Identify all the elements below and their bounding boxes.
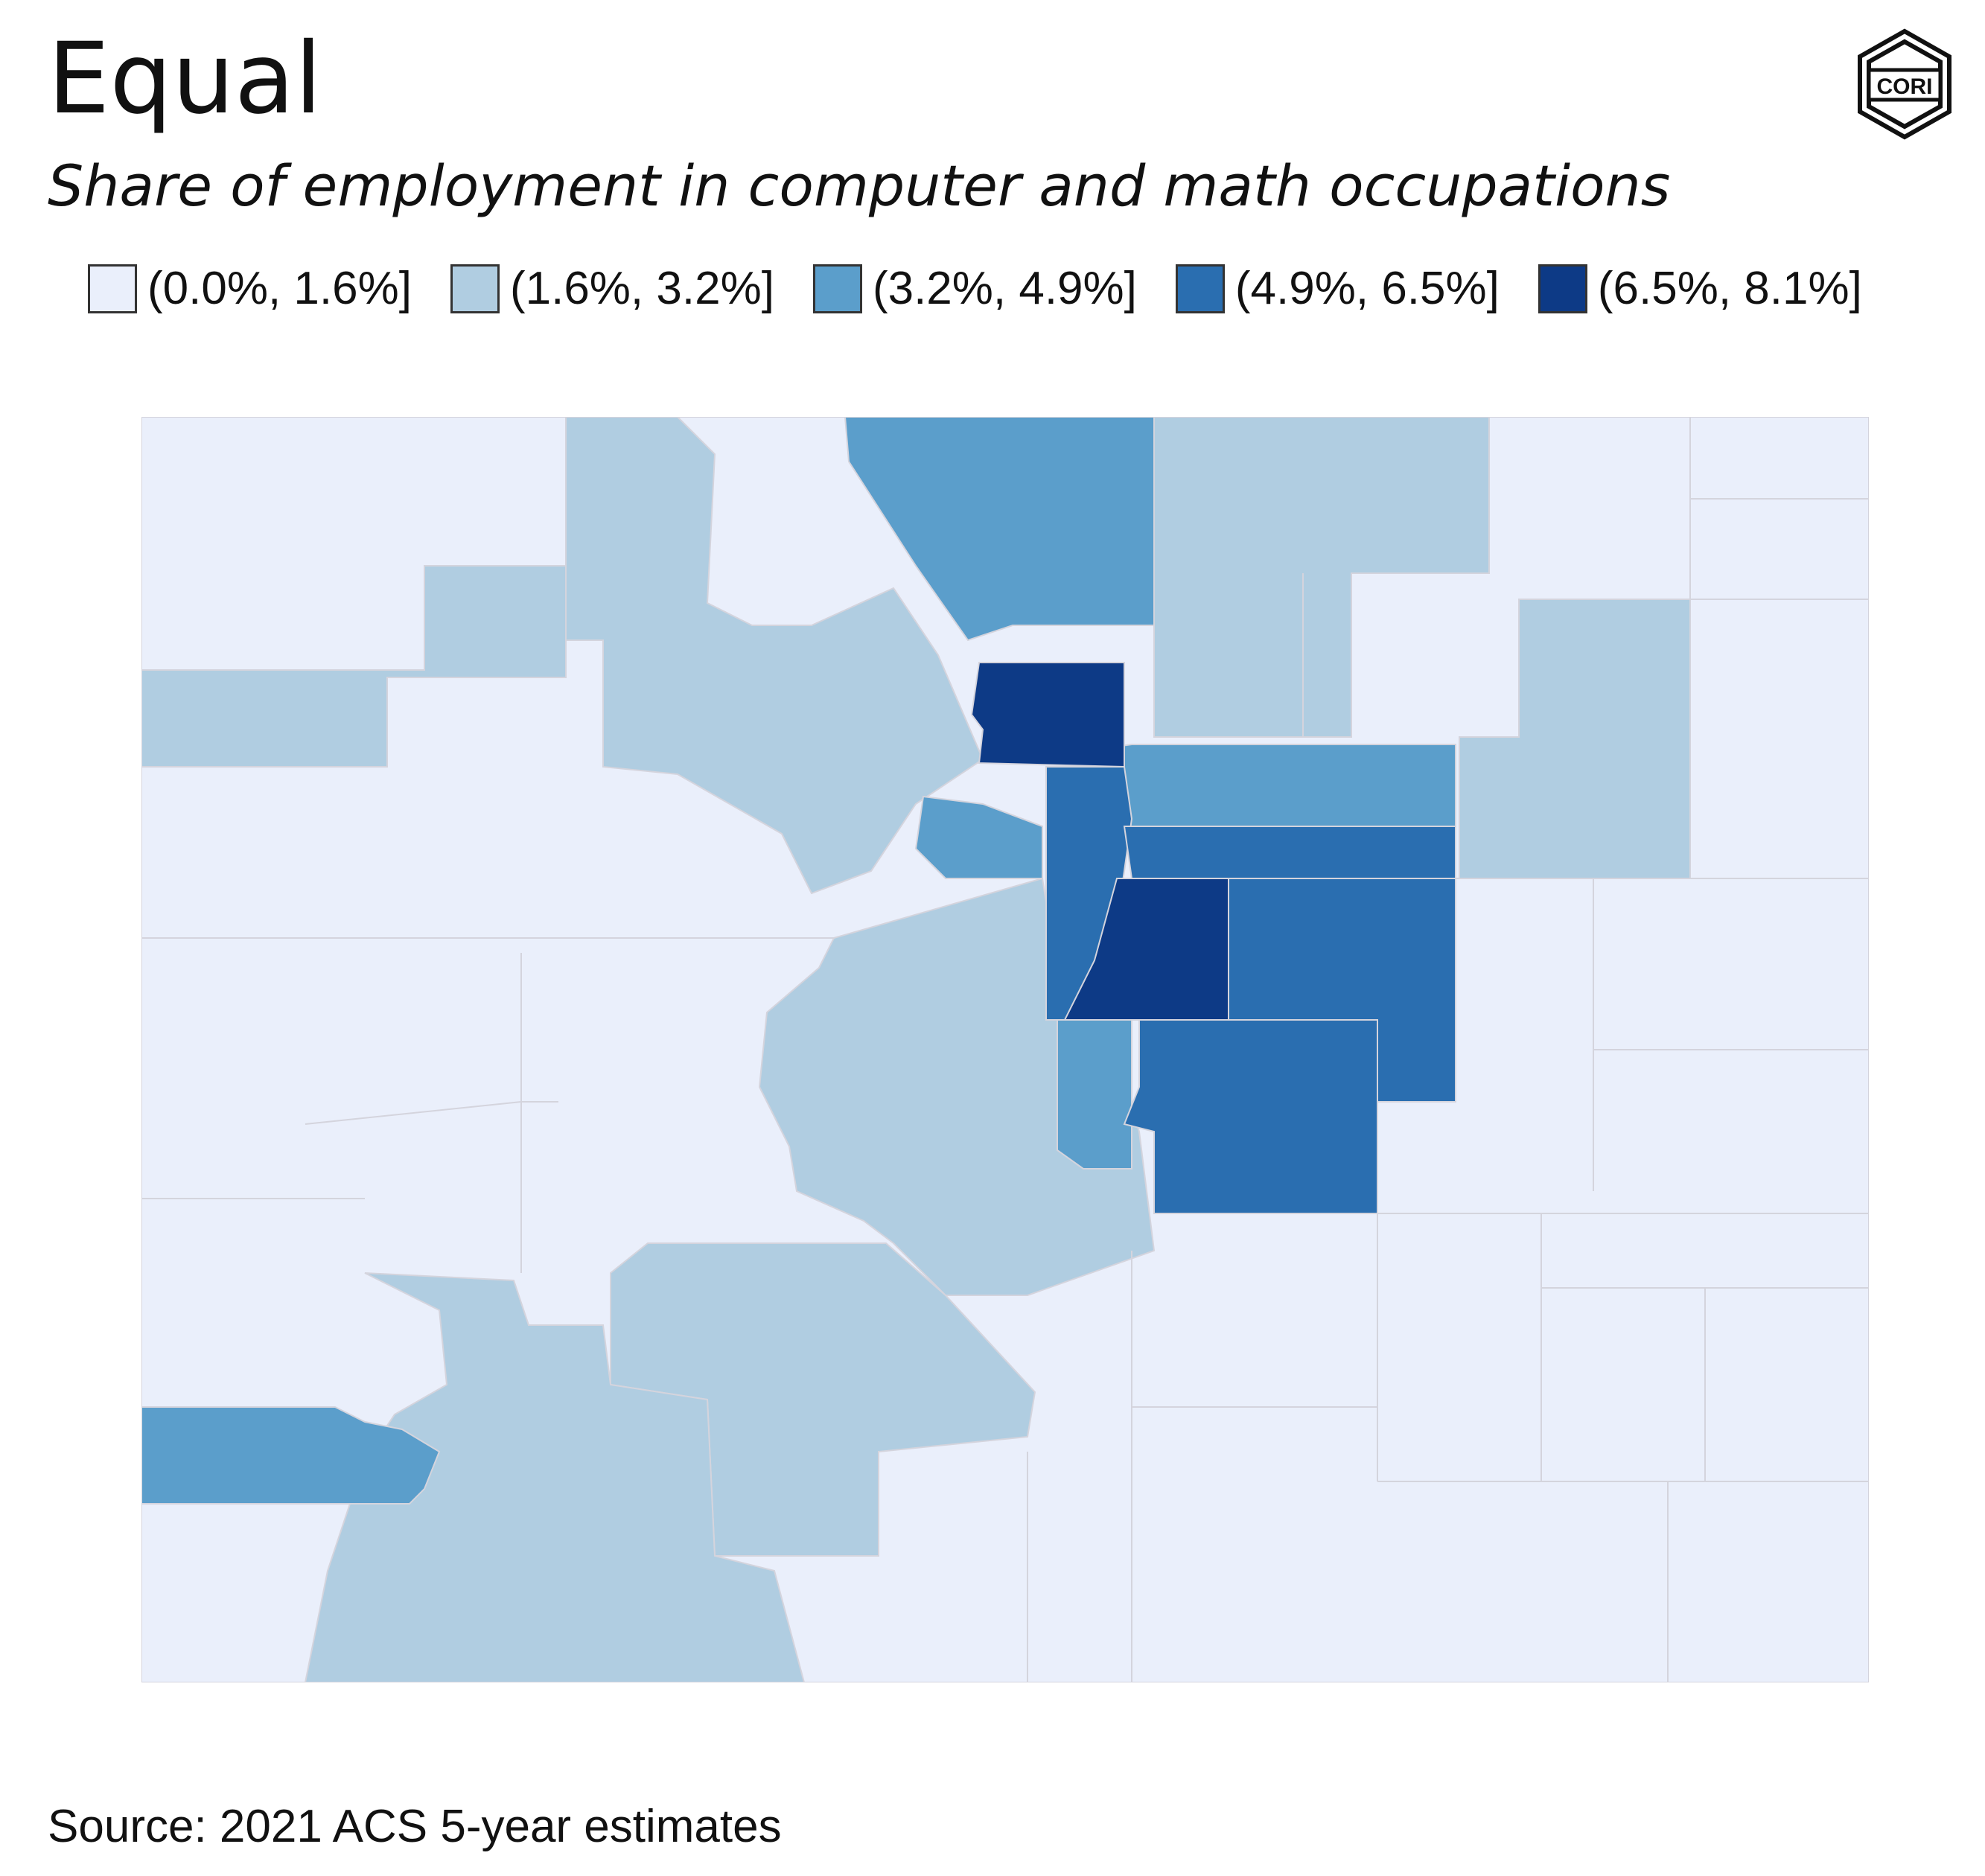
county-light-northwest: [141, 565, 567, 768]
source-note: Source: 2021 ACS 5-year estimates: [48, 1801, 782, 1852]
legend-label: (6.5%, 8.1%]: [1597, 263, 1862, 314]
colorado-county-map: [141, 417, 1869, 1682]
county-darkblue-arapahoe: [1123, 826, 1456, 879]
county-light-southwest: [304, 1272, 806, 1682]
legend-item: (0.0%, 1.6%]: [88, 262, 412, 315]
logo-text: CORI: [1877, 74, 1933, 99]
county-darkblue-el-paso: [1123, 1019, 1378, 1214]
county-darkest-boulder: [970, 662, 1125, 768]
map-subtitle: Share of employment in computer and math…: [48, 153, 1671, 219]
legend-item: (4.9%, 6.5%]: [1175, 262, 1500, 315]
county-light-north-central: [565, 417, 984, 895]
county-medium-southwest: [141, 1406, 441, 1505]
legend-swatch: [1538, 264, 1587, 313]
county-medium-metro-east: [1079, 744, 1456, 827]
legend-label: (3.2%, 4.9%]: [872, 263, 1137, 314]
legend-swatch: [1175, 264, 1225, 313]
county-medium-mountain: [914, 795, 1043, 879]
legend-item: (1.6%, 3.2%]: [450, 262, 774, 315]
county-medium-south-metro: [1057, 1019, 1132, 1170]
county-darkest-douglas: [1063, 878, 1229, 1021]
county-light-northeast: [1153, 417, 1490, 738]
cori-logo-icon: CORI: [1858, 28, 1951, 140]
legend-label: (0.0%, 1.6%]: [147, 263, 412, 314]
legend-swatch: [450, 264, 500, 313]
county-medium-north: [844, 417, 1155, 642]
legend-label: (4.9%, 6.5%]: [1234, 263, 1500, 314]
legend-swatch: [812, 264, 862, 313]
legend-item: (3.2%, 4.9%]: [812, 262, 1137, 315]
legend-item: (6.5%, 8.1%]: [1538, 262, 1862, 315]
county-boundaries: [141, 417, 1869, 1682]
legend: (0.0%, 1.6%] (1.6%, 3.2%] (3.2%, 4.9%] (…: [88, 262, 1862, 315]
legend-swatch: [88, 264, 137, 313]
legend-label: (1.6%, 3.2%]: [509, 263, 774, 314]
map-title: Equal: [48, 22, 322, 136]
